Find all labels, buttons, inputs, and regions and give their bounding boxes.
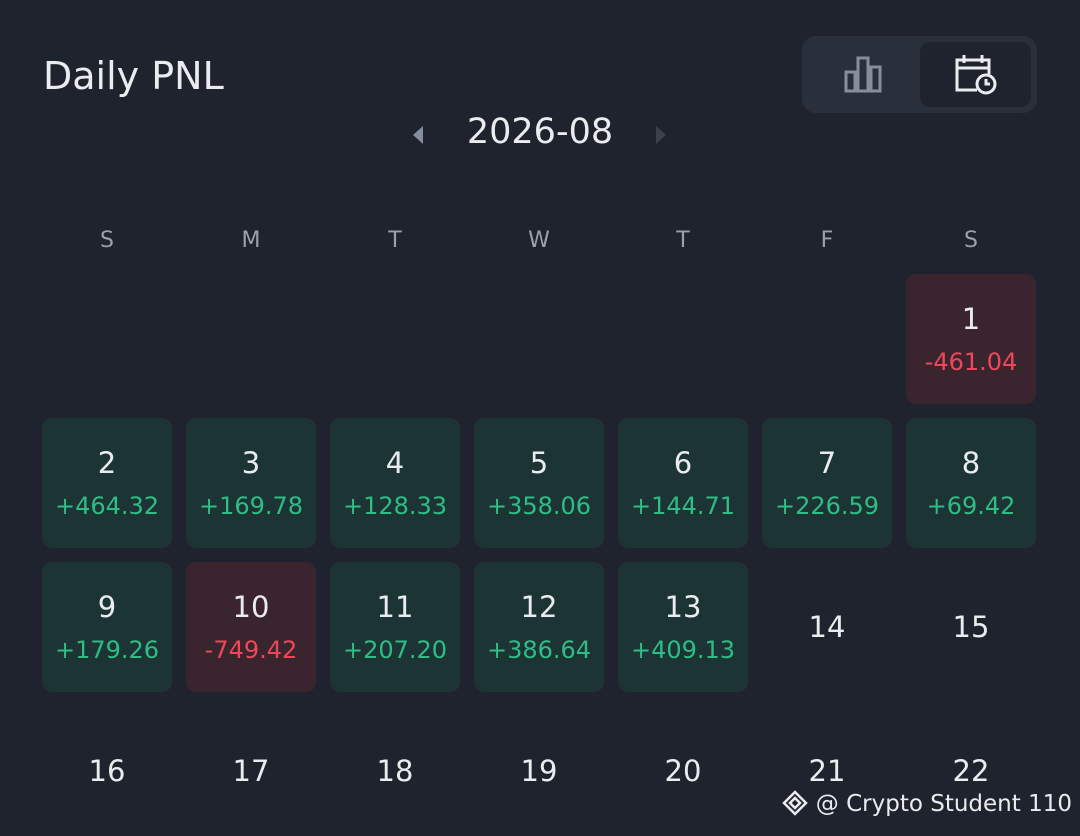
day-cell: 19 (474, 706, 604, 836)
day-cell: 14 (762, 562, 892, 692)
day-cell[interactable]: 1 -461.04 (906, 274, 1036, 404)
title: Daily PNL (43, 54, 224, 98)
watermark: @ Crypto Student 110 (782, 790, 1072, 817)
day-number: 19 (520, 754, 558, 788)
day-cell[interactable]: 12 +386.64 (474, 562, 604, 692)
day-number: 3 (241, 446, 261, 480)
day-cell: 15 (906, 562, 1036, 692)
day-pnl: +358.06 (486, 492, 592, 520)
prev-month[interactable] (410, 124, 426, 146)
watermark-logo (782, 790, 809, 816)
weekday-label: F (820, 228, 834, 253)
day-cell[interactable]: 9 +179.26 (42, 562, 172, 692)
day-number: 8 (961, 446, 981, 480)
day-number: 1 (961, 302, 981, 336)
day-cell: 17 (186, 706, 316, 836)
day-cell: 22 (906, 706, 1036, 836)
day-number: 17 (232, 754, 270, 788)
toggle-active (920, 42, 1031, 107)
weekday-label: S (964, 228, 978, 253)
day-pnl: +128.33 (342, 492, 448, 520)
day-number: 12 (520, 590, 558, 624)
day-cell: 21 (762, 706, 892, 836)
day-cell[interactable]: 4 +128.33 (330, 418, 460, 548)
day-number: 16 (88, 754, 126, 788)
day-pnl: +144.71 (630, 492, 736, 520)
day-pnl: +386.64 (486, 636, 592, 664)
day-number: 7 (817, 446, 837, 480)
day-cell[interactable]: 8 +69.42 (906, 418, 1036, 548)
day-cell: 16 (42, 706, 172, 836)
day-number: 4 (385, 446, 405, 480)
weekday-label: W (528, 228, 550, 253)
day-number: 10 (232, 590, 270, 624)
day-number: 9 (97, 590, 117, 624)
chart-view-button[interactable] (843, 54, 883, 94)
day-cell[interactable]: 6 +144.71 (618, 418, 748, 548)
day-cell[interactable]: 5 +358.06 (474, 418, 604, 548)
day-pnl: +207.20 (342, 636, 448, 664)
day-number: 14 (808, 610, 846, 644)
month-label: 2026-08 (466, 112, 614, 152)
day-pnl: +69.42 (926, 492, 1016, 520)
weekday-label: T (676, 228, 690, 253)
day-pnl: +179.26 (54, 636, 160, 664)
day-cell[interactable]: 3 +169.78 (186, 418, 316, 548)
day-cell[interactable]: 13 +409.13 (618, 562, 748, 692)
day-pnl: +169.78 (198, 492, 304, 520)
weekday-label: S (100, 228, 114, 253)
day-cell[interactable]: 10 -749.42 (186, 562, 316, 692)
day-number: 13 (664, 590, 702, 624)
day-cell: 18 (330, 706, 460, 836)
weekday-label: M (241, 228, 261, 253)
day-number: 15 (952, 610, 990, 644)
day-number: 6 (673, 446, 693, 480)
calendar-view-button[interactable] (953, 52, 999, 98)
watermark-text: @ Crypto Student 110 (815, 791, 1072, 817)
next-month[interactable] (653, 124, 669, 146)
day-pnl: +409.13 (630, 636, 736, 664)
weekday-label: T (388, 228, 402, 253)
day-pnl: -461.04 (924, 348, 1018, 376)
day-number: 5 (529, 446, 549, 480)
day-pnl: +226.59 (774, 492, 880, 520)
day-number: 21 (808, 754, 846, 788)
day-cell[interactable]: 11 +207.20 (330, 562, 460, 692)
day-number: 18 (376, 754, 414, 788)
day-number: 2 (97, 446, 117, 480)
day-number: 22 (952, 754, 990, 788)
day-cell[interactable]: 7 +226.59 (762, 418, 892, 548)
day-number: 20 (664, 754, 702, 788)
day-pnl: +464.32 (54, 492, 160, 520)
day-cell: 20 (618, 706, 748, 836)
day-cell[interactable]: 2 +464.32 (42, 418, 172, 548)
day-pnl: -749.42 (204, 636, 298, 664)
day-number: 11 (376, 590, 414, 624)
